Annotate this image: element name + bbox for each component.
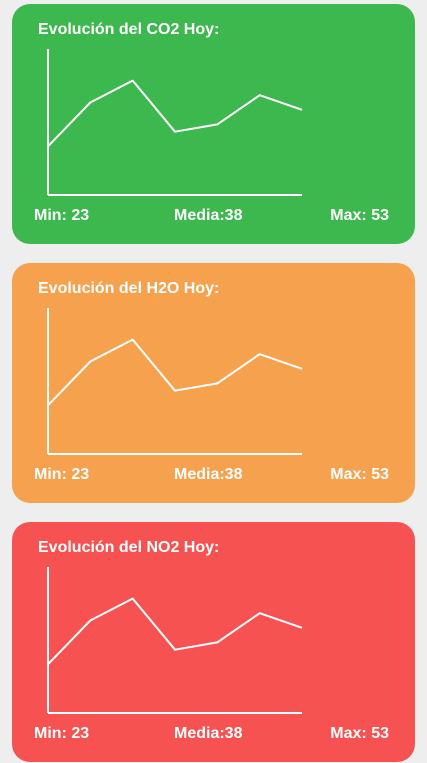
h2o-line-chart [47, 308, 303, 455]
min-value: Min: 23 [34, 207, 90, 224]
max-value: Max: 53 [330, 207, 389, 224]
max-value: Max: 53 [330, 725, 389, 742]
h2o-card[interactable]: Evolución del H2O Hoy: Min: 23 Media:38 … [12, 263, 415, 503]
card-title: Evolución del NO2 Hoy: [38, 539, 220, 556]
min-value: Min: 23 [34, 725, 90, 742]
card-title: Evolución del CO2 Hoy: [38, 21, 220, 38]
average-value: Media:38 [174, 466, 243, 483]
max-value: Max: 53 [330, 466, 389, 483]
average-value: Media:38 [174, 207, 243, 224]
min-value: Min: 23 [34, 466, 90, 483]
co2-line-chart [47, 49, 303, 196]
average-value: Media:38 [174, 725, 243, 742]
series-line [47, 597, 303, 665]
series-line [47, 338, 303, 406]
card-title: Evolución del H2O Hoy: [38, 280, 220, 297]
co2-card[interactable]: Evolución del CO2 Hoy: Min: 23 Media:38 … [12, 4, 415, 244]
no2-card[interactable]: Evolución del NO2 Hoy: Min: 23 Media:38 … [12, 522, 415, 762]
series-line [47, 79, 303, 147]
no2-line-chart [47, 567, 303, 714]
